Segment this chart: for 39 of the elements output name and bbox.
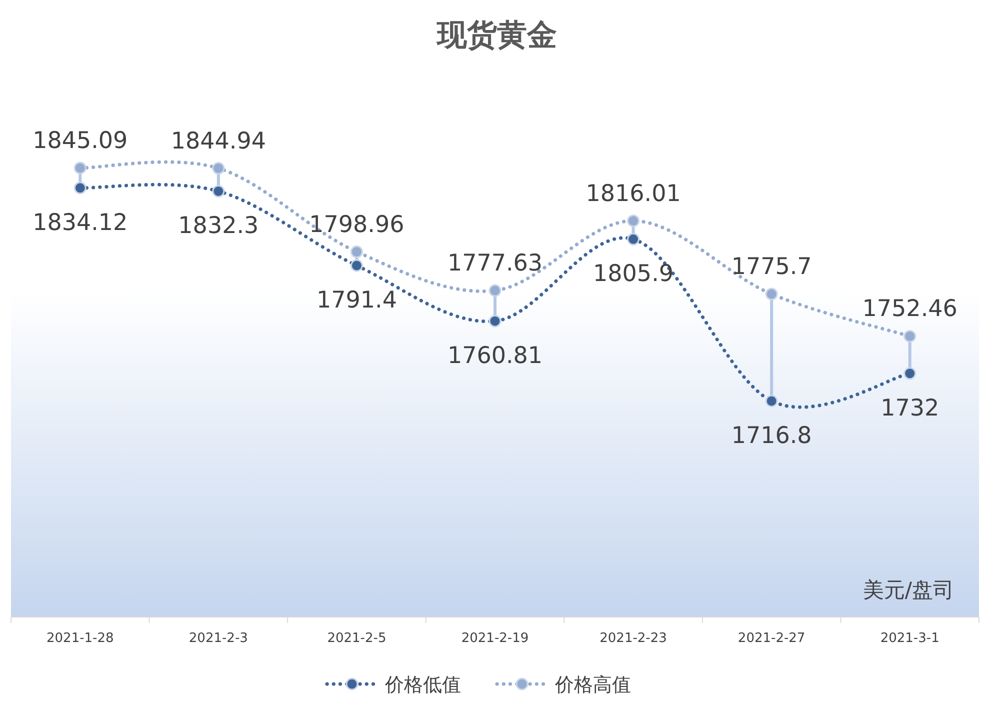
data-label: 1716.8 bbox=[731, 423, 812, 449]
data-label: 1775.7 bbox=[731, 254, 812, 280]
point bbox=[627, 232, 640, 246]
point bbox=[904, 330, 916, 342]
legend-label: 价格低值 bbox=[384, 674, 461, 696]
point bbox=[904, 367, 916, 380]
data-label: 1805.9 bbox=[593, 261, 674, 288]
point bbox=[212, 184, 225, 198]
legend-label: 价格高值 bbox=[554, 674, 631, 696]
x-tick-label: 2021-2-5 bbox=[327, 631, 386, 646]
data-label: 1844.94 bbox=[170, 128, 266, 154]
data-label: 1752.46 bbox=[862, 296, 958, 322]
point bbox=[765, 288, 778, 300]
point bbox=[212, 162, 225, 175]
point bbox=[350, 259, 363, 272]
x-tick-label: 2021-2-27 bbox=[738, 631, 806, 646]
x-tick-label: 2021-1-28 bbox=[46, 631, 114, 646]
data-label: 1816.01 bbox=[586, 180, 681, 207]
point bbox=[488, 314, 502, 328]
data-label: 1760.81 bbox=[447, 343, 543, 370]
point bbox=[765, 394, 778, 408]
data-label: 1845.09 bbox=[32, 128, 128, 154]
data-label: 1732 bbox=[880, 395, 940, 422]
data-label: 1798.96 bbox=[309, 212, 404, 238]
chart-title: 现货黄金 bbox=[436, 18, 557, 53]
x-tick-label: 2021-2-3 bbox=[188, 631, 248, 646]
point bbox=[488, 284, 502, 297]
data-label: 1832.3 bbox=[178, 213, 259, 240]
point bbox=[74, 182, 86, 194]
data-label: 1791.4 bbox=[316, 288, 397, 314]
text: 美元/盘司 bbox=[862, 578, 954, 602]
data-label: 1834.12 bbox=[32, 210, 128, 236]
x-tick-label: 2021-2-19 bbox=[461, 631, 529, 646]
data-label: 1777.63 bbox=[447, 250, 543, 277]
point bbox=[627, 214, 640, 228]
point bbox=[350, 246, 363, 258]
x-tick-label: 2021-2-23 bbox=[600, 631, 667, 646]
point bbox=[74, 162, 86, 174]
x-tick-label: 2021-3-1 bbox=[880, 631, 940, 646]
